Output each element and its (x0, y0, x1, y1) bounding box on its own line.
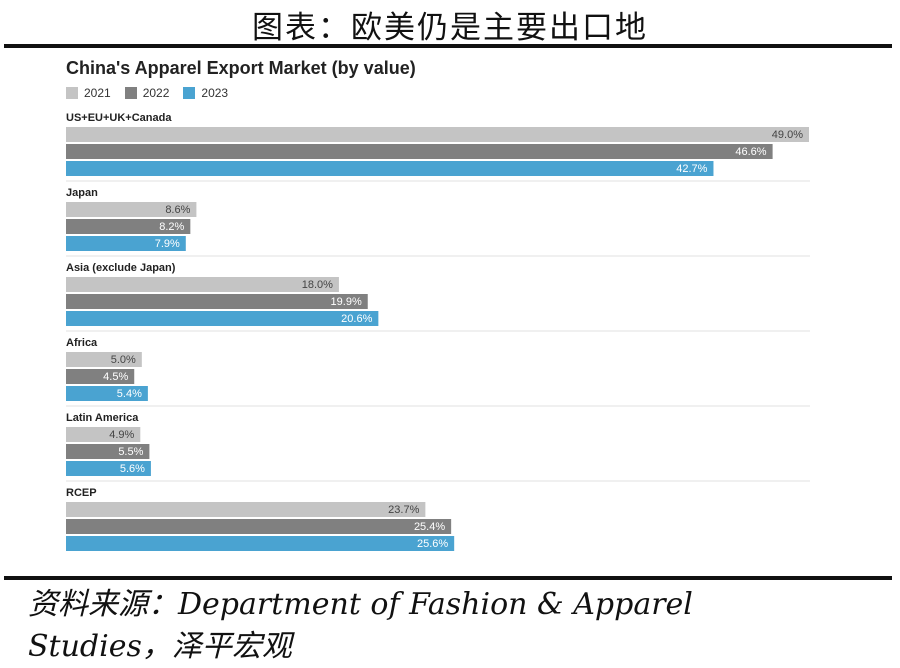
legend-item-2022: 2022 (124, 86, 170, 100)
bar-2023 (66, 311, 379, 326)
bar-value-label: 25.6% (417, 538, 448, 550)
bar-value-label: 23.7% (388, 504, 419, 516)
source-line-2: Studies，泽平宏观 (28, 629, 292, 664)
bar-value-label: 25.4% (414, 521, 445, 533)
bar-2021 (66, 427, 141, 442)
bar-value-label: 19.9% (331, 296, 362, 308)
bar-2022 (66, 444, 150, 459)
bar-2023 (66, 386, 148, 401)
category-label: Asia (exclude Japan) (66, 262, 176, 274)
top-rule (4, 44, 892, 48)
category-label: Africa (66, 337, 98, 349)
bar-2021 (66, 502, 426, 517)
bar-2023 (66, 536, 455, 551)
bar-2023 (66, 236, 186, 251)
bar-2023 (66, 161, 714, 176)
bar-2022 (66, 519, 452, 534)
bar-value-label: 4.9% (109, 429, 134, 441)
bar-value-label: 4.5% (103, 371, 128, 383)
legend-item-2023: 2023 (183, 86, 228, 100)
bar-2022 (66, 144, 773, 159)
bar-value-label: 42.7% (676, 163, 707, 175)
category-label: US+EU+UK+Canada (66, 112, 172, 124)
bar-value-label: 18.0% (302, 279, 333, 291)
bar-2021 (66, 202, 197, 217)
bar-2021 (66, 127, 809, 142)
bar-value-label: 8.6% (165, 204, 190, 216)
bar-2022 (66, 294, 368, 309)
bar-2023 (66, 461, 151, 476)
bottom-rule (4, 576, 892, 580)
bar-2022 (66, 369, 135, 384)
bar-value-label: 5.6% (120, 463, 145, 475)
bar-2021 (66, 352, 142, 367)
category-label: Japan (66, 187, 98, 199)
bar-2022 (66, 219, 191, 234)
bar-value-label: 8.2% (159, 221, 184, 233)
bar-value-label: 20.6% (341, 313, 372, 325)
source-line-1: 资料来源：Department of Fashion & Apparel (28, 587, 693, 622)
figure-title: 图表：欧美仍是主要出口地 (252, 10, 648, 46)
legend-label-2022: 2022 (142, 86, 170, 100)
bar-value-label: 7.9% (155, 238, 180, 250)
source-note: 资料来源：Department of Fashion & Apparel Stu… (28, 584, 888, 668)
legend-item-2021: 2021 (66, 86, 111, 100)
bar-value-label: 5.5% (118, 446, 143, 458)
bar-value-label: 49.0% (772, 129, 803, 141)
legend-label-2023: 2023 (201, 86, 229, 100)
legend-label-2021: 2021 (84, 86, 111, 100)
legend-swatch-2021 (66, 87, 78, 99)
bar-value-label: 5.4% (117, 388, 142, 400)
bar-value-label: 5.0% (111, 354, 136, 366)
bar-2021 (66, 277, 339, 292)
category-label: Latin America (66, 412, 139, 424)
chart-title: China's Apparel Export Market (by value) (66, 58, 416, 78)
bar-value-label: 46.6% (735, 146, 766, 158)
legend-swatch-2023 (183, 87, 196, 99)
legend: 2021 2022 2023 (66, 86, 228, 100)
legend-swatch-2022 (124, 87, 137, 99)
category-label: RCEP (66, 487, 97, 499)
